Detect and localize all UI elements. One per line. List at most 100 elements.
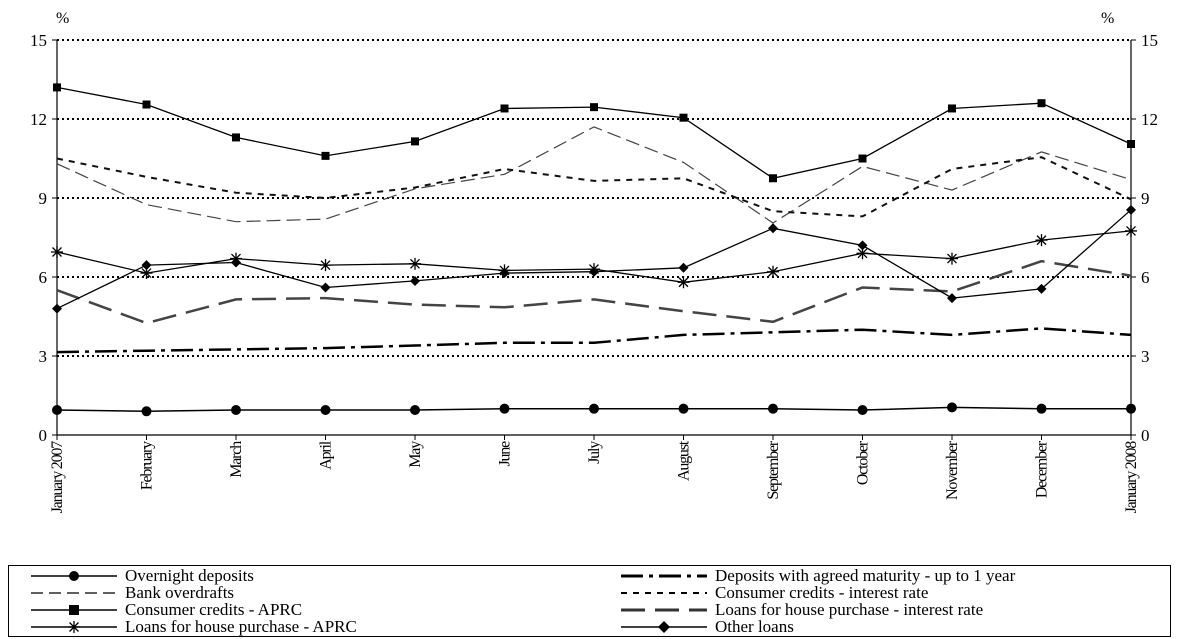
legend-item-consumer-credits-interest: Consumer credits - interest rate (619, 584, 928, 601)
left-unit-label: % (56, 10, 69, 27)
data-point (769, 174, 777, 183)
data-point (231, 257, 241, 268)
x-tick-label: September (765, 440, 782, 499)
series-line-1 (56, 327, 1132, 354)
data-point (590, 103, 598, 112)
data-point (141, 260, 152, 271)
legend-label: Loans for house purchase - interest rate (715, 600, 984, 619)
x-tick-label: August (676, 440, 693, 481)
data-point (678, 262, 689, 273)
data-point (410, 275, 420, 286)
data-point (768, 403, 778, 414)
series-group (51, 83, 1137, 417)
legend-item-overnight-deposits: Overnight deposits (29, 566, 254, 585)
series-line-7 (56, 209, 1132, 310)
y-tick-label-left: 3 (39, 347, 48, 366)
y-tick-label-left: 0 (39, 426, 48, 445)
data-point (320, 404, 331, 415)
legend-label: Overnight deposits (125, 566, 254, 585)
data-point (589, 266, 599, 277)
data-point (499, 268, 510, 279)
y-tick-label-left: 12 (30, 110, 47, 129)
data-point (1127, 140, 1135, 149)
data-point (858, 154, 867, 163)
y-tick-label-right: 0 (1141, 426, 1150, 445)
data-point (677, 276, 690, 289)
legend-label: Bank overdrafts (125, 583, 235, 602)
x-tick-label: June (497, 441, 514, 467)
y-tick-label-right: 12 (1141, 110, 1158, 129)
legend: Overnight deposits Deposits with agreed … (8, 565, 1171, 637)
y-tick-label-left: 6 (39, 268, 48, 287)
data-point (1125, 224, 1137, 237)
y-tick-label-right: 15 (1141, 31, 1158, 50)
legend-item-loans-house-interest: Loans for house purchase - interest rate (619, 600, 984, 619)
data-point (321, 151, 330, 160)
data-point (947, 293, 957, 304)
x-tick-label: April (318, 440, 335, 470)
x-tick-label: March (228, 441, 245, 478)
data-point (410, 404, 420, 415)
y-tick-label-left: 9 (39, 189, 48, 208)
tick-labels: 0 0 3 3 6 6 9 9 12 12 15 15 January 2007 February Marc… (30, 31, 1158, 513)
data-point (140, 267, 153, 280)
data-point (856, 247, 869, 260)
gridlines (57, 39, 1131, 357)
data-point (409, 257, 421, 270)
legend-swatch (621, 592, 707, 594)
data-point (320, 282, 331, 293)
data-point (52, 303, 62, 314)
x-tick-label: February (139, 441, 156, 490)
y-tick-label-left: 15 (30, 31, 47, 50)
right-unit-label: % (1101, 10, 1114, 27)
line-chart: % % 0 0 3 3 6 6 9 9 12 12 15 15 January 2007 February… (30, 10, 1158, 513)
legend-item-consumer-credits-aprc: Consumer credits - APRC (29, 601, 302, 618)
data-point (767, 265, 779, 278)
x-tick-label: January 2007 (49, 441, 66, 514)
data-point (142, 100, 151, 109)
data-point (768, 223, 778, 234)
data-point (141, 406, 152, 417)
series-line-2 (56, 126, 1132, 224)
legend-swatch (31, 621, 117, 633)
legend-swatch (621, 608, 707, 612)
data-point (232, 133, 240, 142)
x-tick-label: November (944, 440, 961, 500)
x-tick-label: May (407, 441, 424, 468)
data-point (319, 259, 332, 272)
data-point (231, 404, 241, 415)
data-point (1126, 403, 1136, 414)
data-point (1036, 283, 1047, 294)
data-point (1037, 99, 1046, 108)
x-tick-label: October (855, 440, 872, 485)
x-tick-label: January 2008 (1123, 441, 1140, 514)
y-tick-label-right: 6 (1141, 268, 1150, 287)
data-point (1036, 403, 1047, 414)
data-point (589, 403, 599, 414)
legend-swatch (31, 571, 117, 581)
x-tick-label: July (586, 441, 603, 464)
y-tick-label-right: 3 (1141, 347, 1150, 366)
data-point (1035, 234, 1048, 247)
legend-item-other-loans: Other loans (619, 617, 794, 636)
legend-label: Other loans (715, 617, 794, 636)
legend-label: Loans for house purchase - APRC (125, 617, 357, 636)
data-point (1126, 204, 1136, 215)
legend-item-deposits-agreed-maturity: Deposits with agreed maturity - up to 1 … (619, 566, 1016, 585)
data-point (499, 403, 510, 414)
data-point (678, 403, 689, 414)
axes (52, 39, 1136, 440)
data-point (946, 252, 958, 265)
legend-swatch (621, 574, 707, 578)
data-point (51, 245, 63, 258)
data-point (947, 402, 957, 413)
series-line-3 (56, 156, 1132, 218)
series-line-5 (56, 259, 1132, 325)
x-tick-label: December (1034, 440, 1051, 498)
data-point (948, 104, 956, 113)
data-point (411, 137, 419, 146)
legend-swatch (621, 621, 707, 633)
series-line-4 (56, 86, 1132, 179)
legend-label: Deposits with agreed maturity - up to 1 … (715, 566, 1016, 585)
data-point (52, 404, 62, 415)
